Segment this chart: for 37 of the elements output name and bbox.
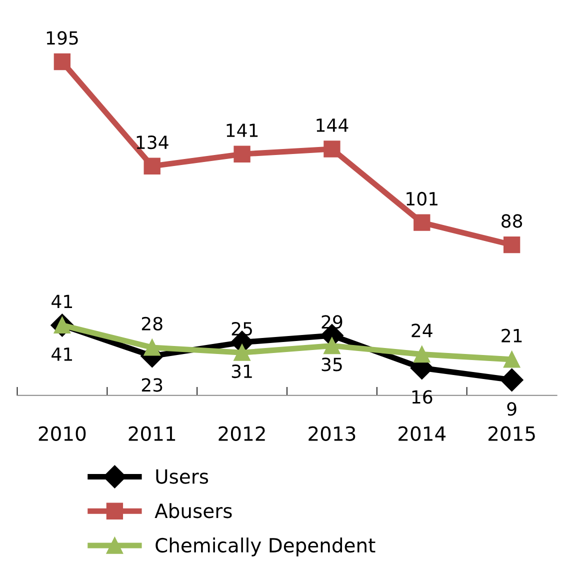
point	[54, 53, 71, 70]
legend-label: Users	[156, 469, 208, 484]
point	[324, 140, 340, 158]
data-label: 28	[142, 316, 162, 330]
data-label: 88	[502, 214, 522, 228]
data-label: 35	[322, 358, 342, 372]
data-label: 24	[412, 324, 432, 338]
point	[144, 339, 160, 356]
legend-label: Abusers	[154, 503, 232, 518]
data-label: 16	[412, 390, 432, 404]
point	[503, 351, 520, 368]
data-label: 134	[136, 135, 168, 150]
data-label: 195	[46, 31, 78, 45]
data-label: 23	[142, 378, 162, 392]
point	[324, 337, 340, 354]
x-tick-label: 2013	[308, 426, 356, 441]
data-label: 41	[52, 294, 72, 308]
data-label: 21	[502, 328, 522, 342]
point	[503, 236, 520, 254]
x-tick-label: 2011	[128, 426, 176, 441]
point	[234, 146, 250, 162]
x-tick-label: 2015	[488, 426, 535, 441]
x-tick-label: 2014	[398, 426, 446, 441]
point	[144, 158, 160, 174]
point	[500, 368, 524, 392]
x-tick-label: 2012	[218, 426, 265, 441]
data-label: 144	[316, 118, 348, 132]
legend-label: Chemically Dependent	[156, 538, 376, 556]
data-label: 41	[52, 348, 72, 361]
point	[234, 344, 250, 361]
data-label: 141	[226, 124, 258, 137]
point	[414, 346, 430, 363]
data-label: 9	[507, 402, 516, 416]
data-label: 31	[232, 364, 252, 378]
data-label: 101	[406, 192, 438, 206]
x-tick-label: 2010	[38, 426, 86, 441]
point	[414, 214, 430, 231]
